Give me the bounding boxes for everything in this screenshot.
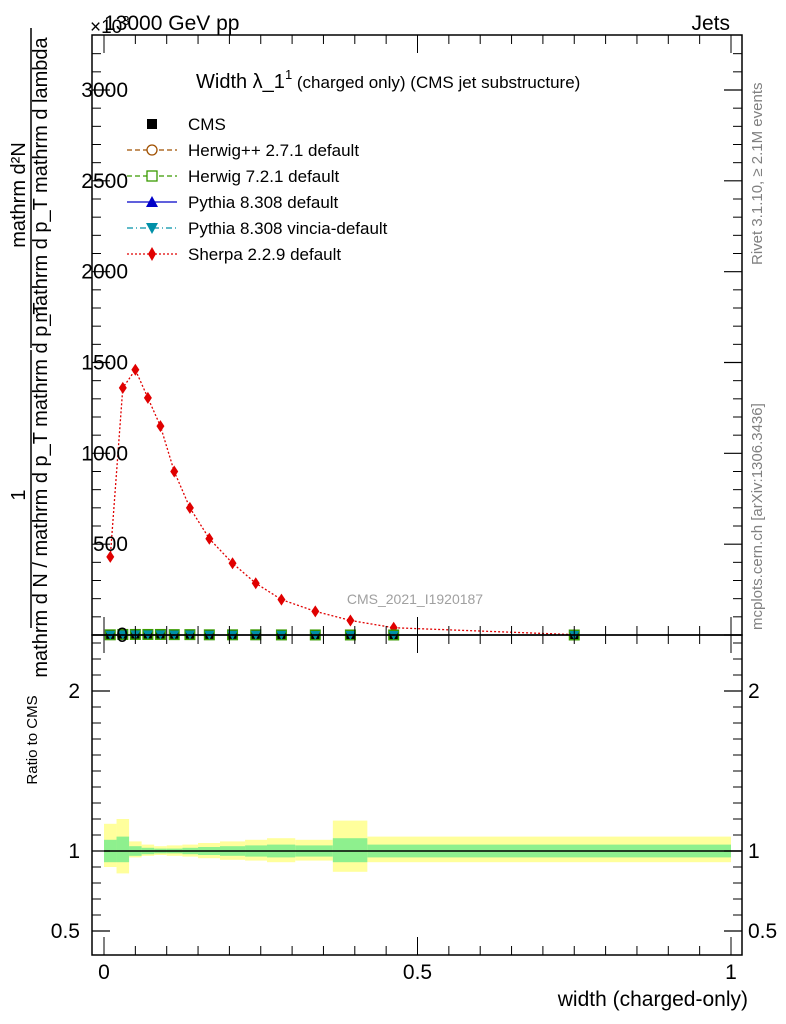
legend-marker-4: [146, 223, 158, 234]
ratio-xtick-label-0: 0: [98, 961, 110, 984]
legend-marker-5: [148, 247, 156, 261]
legend-marker-1: [146, 144, 158, 156]
y-label-numerator-2: mathrm d²N: [8, 142, 30, 248]
legend-label-2: Herwig 7.2.1 default: [188, 167, 339, 186]
ratio-ytick-label-right-2: 2: [748, 680, 760, 703]
main-ytick-label-5: 2500: [81, 170, 128, 193]
x-axis-label: width (charged-only): [557, 988, 748, 1011]
legend-label-0: CMS: [188, 115, 226, 134]
ratio-ytick-label-left-2: 2: [68, 680, 80, 703]
ratio-ytick-label-right-1: 1: [748, 840, 760, 863]
legend-marker-2: [146, 170, 158, 182]
legend-label-5: Sherpa 2.2.9 default: [188, 245, 341, 264]
main-ytick-label-3: 1500: [81, 352, 128, 375]
y-label-denominator-2: mathrm d p_T mathrm d lambda: [30, 36, 52, 322]
sherpa-point-0: [106, 550, 115, 563]
ratio-stat-band-12: [332, 838, 368, 863]
legend-label-1: Herwig++ 2.7.1 default: [188, 141, 359, 160]
sherpa-point-3: [143, 391, 152, 404]
title-main: Width λ_1: [196, 71, 285, 93]
title-rest: (charged only) (CMS jet substructure): [292, 73, 580, 92]
title-sup: 1: [285, 67, 292, 82]
ratio-plot: 0 0.5 1 0.5 0.5 1 1 2 2: [51, 634, 777, 984]
sherpa-point-11: [311, 605, 320, 618]
main-y-label: 1 mathrm d N / mathrm d p_T mathrm d p_T…: [8, 28, 52, 678]
sherpa-line: [109, 368, 575, 636]
header-exponent: ×103: [90, 13, 129, 38]
exponent-power: 3: [122, 13, 129, 28]
rivet-label: Rivet 3.1.10, ≥ 2.1M events: [749, 83, 766, 266]
legend-label-4: Pythia 8.308 vincia-default: [188, 219, 388, 238]
sherpa-point-6: [185, 501, 194, 514]
ratio-xtick-label-1: 0.5: [403, 961, 432, 984]
main-ytick-label-6: 3000: [81, 79, 128, 102]
sherpa-point-7: [205, 532, 214, 545]
ratio-y-label: Ratio to CMS: [24, 695, 41, 784]
ratio-stat-band-1: [116, 836, 130, 863]
legend: CMS Herwig++ 2.7.1 default Herwig 7.2.1 de…: [127, 115, 388, 264]
ratio-frame: [91, 634, 743, 956]
plot-title: Width λ_11 (charged only) (CMS jet subst…: [196, 67, 580, 93]
main-ytick-label-4: 2000: [81, 261, 128, 284]
sherpa-point-10: [277, 593, 286, 606]
ratio-ytick-label-left-0: 0.5: [51, 920, 80, 943]
ratio-xtick-label-2: 1: [725, 961, 737, 984]
sherpa-point-9: [251, 577, 260, 590]
header-energy-label: 13000 GeV pp: [104, 12, 239, 35]
legend-label-3: Pythia 8.308 default: [188, 193, 339, 212]
mcplots-label: mcplots.cern.ch [arXiv:1306.3436]: [749, 403, 766, 630]
main-ytick-label-2: 1000: [81, 442, 128, 465]
main-ytick-label-1: 500: [93, 533, 128, 556]
y-label-numerator-1: 1: [8, 489, 30, 500]
watermark: CMS_2021_I1920187: [347, 591, 483, 607]
ratio-ytick-label-left-1: 1: [68, 840, 80, 863]
sherpa-point-2: [131, 363, 140, 376]
sherpa-point-5: [170, 465, 179, 478]
sherpa-point-4: [156, 420, 165, 433]
legend-marker-0: [147, 119, 157, 129]
sherpa-point-1: [118, 381, 127, 394]
sherpa-point-12: [346, 614, 355, 627]
ratio-ytick-label-right-0: 0.5: [748, 920, 777, 943]
exponent-base: ×10: [90, 17, 122, 38]
legend-marker-3: [146, 196, 158, 207]
y-label-denominator-1: mathrm d N / mathrm d p_T mathrm d p_T: [30, 302, 52, 677]
sherpa-point-8: [228, 557, 237, 570]
header-process-label: Jets: [691, 12, 730, 35]
